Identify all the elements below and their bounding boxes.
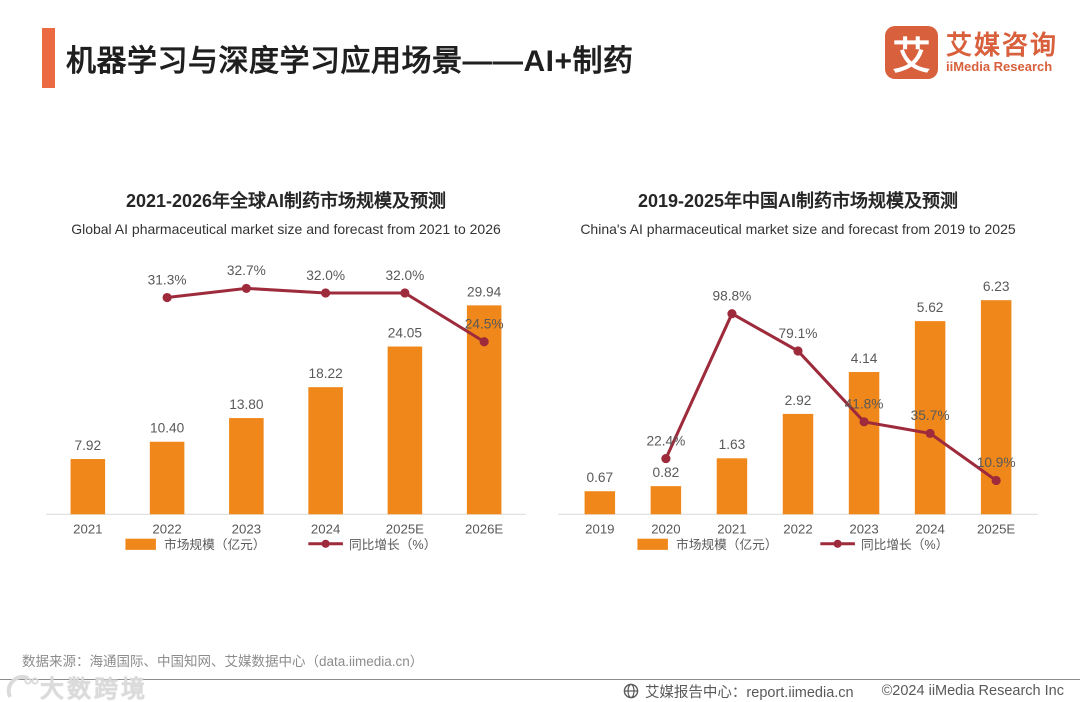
report-center: 艾媒报告中心：report.iimedia.cn xyxy=(623,681,854,702)
copyright-text: ©2024 iiMedia Research Inc xyxy=(881,683,1064,699)
bar-value-labels: 7.92 10.40 13.80 18.22 24.05 29.94 xyxy=(74,284,501,453)
svg-text:2024: 2024 xyxy=(311,522,340,537)
svg-text:98.8%: 98.8% xyxy=(713,288,752,303)
svg-text:10.40: 10.40 xyxy=(150,421,185,436)
globe-icon xyxy=(623,683,639,699)
chart-title: 2021-2026年全球AI制药市场规模及预测 xyxy=(125,191,447,211)
svg-text:0.82: 0.82 xyxy=(653,465,680,480)
bar xyxy=(387,346,423,515)
chart-subtitle: Global AI pharmaceutical market size and… xyxy=(71,221,501,237)
svg-text:24.05: 24.05 xyxy=(388,325,423,340)
footer-bar: 艾媒报告中心：report.iimedia.cn ©2024 iiMedia R… xyxy=(0,679,1080,702)
svg-text:2025E: 2025E xyxy=(386,522,424,537)
svg-text:2019: 2019 xyxy=(585,522,614,537)
svg-text:10.9%: 10.9% xyxy=(977,455,1016,470)
growth-points xyxy=(162,283,489,347)
bar xyxy=(229,418,264,515)
svg-text:2023: 2023 xyxy=(232,522,261,537)
growth-line xyxy=(664,311,998,482)
source-note: 数据来源：海通国际、中国知网、艾媒数据中心（data.iimedia.cn） xyxy=(22,654,424,669)
svg-text:2026E: 2026E xyxy=(465,522,503,537)
watermark-logo-icon xyxy=(6,674,39,698)
report-center-link[interactable]: 艾媒报告中心：report.iimedia.cn xyxy=(644,684,854,701)
svg-text:0.67: 0.67 xyxy=(586,470,613,485)
svg-text:13.80: 13.80 xyxy=(229,397,264,412)
bar xyxy=(308,387,343,515)
growth-points xyxy=(661,309,1001,486)
svg-text:同比增长（%）: 同比增长（%） xyxy=(861,538,948,552)
svg-text:41.8%: 41.8% xyxy=(845,397,884,412)
svg-text:2022: 2022 xyxy=(152,522,181,537)
svg-text:2024: 2024 xyxy=(915,522,944,537)
svg-text:32.7%: 32.7% xyxy=(227,263,266,278)
iimedia-logo-icon: 艾 xyxy=(884,26,938,79)
logo-name-en: iiMedia Research xyxy=(945,59,1053,74)
bar xyxy=(848,372,880,515)
svg-text:2025E: 2025E xyxy=(977,522,1015,537)
x-axis-labels: 2021 2022 2023 2024 2025E 2026E xyxy=(73,522,503,537)
svg-text:29.94: 29.94 xyxy=(467,284,502,299)
svg-text:2021: 2021 xyxy=(73,522,102,537)
svg-text:7.92: 7.92 xyxy=(74,438,101,453)
bar xyxy=(466,305,502,515)
chart-panel-china: 2019-2025年中国AI制药市场规模及预测 China's AI pharm… xyxy=(554,187,1042,558)
legend-bar-swatch xyxy=(637,538,668,550)
x-axis-labels: 2019 2020 2021 2022 2023 2024 2025E xyxy=(585,522,1015,537)
page-title: 机器学习与深度学习应用场景——AI+制药 xyxy=(66,45,634,78)
growth-value-labels: 31.3% 32.7% 32.0% 32.0% 24.5% xyxy=(148,263,504,331)
svg-text:市场规模（亿元）: 市场规模（亿元） xyxy=(676,537,778,552)
bar xyxy=(584,491,616,515)
bar xyxy=(782,413,814,515)
svg-text:2022: 2022 xyxy=(783,522,812,537)
chart-subtitle: China's AI pharmaceutical market size an… xyxy=(580,221,1016,237)
svg-text:6.23: 6.23 xyxy=(983,279,1010,294)
bar-series xyxy=(584,300,1012,515)
svg-text:32.0%: 32.0% xyxy=(306,268,345,283)
bar xyxy=(149,441,185,515)
logo-text: 艾媒咨询 iiMedia Research xyxy=(946,31,1058,74)
svg-text:24.5%: 24.5% xyxy=(465,317,504,332)
svg-text:4.14: 4.14 xyxy=(851,351,878,366)
bar xyxy=(650,486,682,515)
title-accent-bar xyxy=(42,28,55,88)
svg-text:35.7%: 35.7% xyxy=(911,408,950,423)
china-market-chart: 0.67 0.82 1.63 2.92 4.14 5.62 6.23 2019 2020 2021… xyxy=(558,279,1038,552)
bar xyxy=(70,459,106,515)
svg-text:2023: 2023 xyxy=(849,522,878,537)
chart-panel-global: 2021-2026年全球AI制药市场规模及预测 Global AI pharma… xyxy=(42,187,530,558)
chart-legend: 市场规模（亿元） 同比增长（%） xyxy=(125,537,436,552)
bar xyxy=(914,321,946,515)
svg-text:32.0%: 32.0% xyxy=(385,268,424,283)
bar-value-labels: 0.67 0.82 1.63 2.92 4.14 5.62 6.23 xyxy=(586,279,1009,485)
growth-value-labels: 22.4% 98.8% 79.1% 41.8% 35.7% 10.9% xyxy=(646,288,1015,470)
svg-text:同比增长（%）: 同比增长（%） xyxy=(349,538,436,552)
svg-text:1.63: 1.63 xyxy=(719,437,746,452)
bar xyxy=(716,458,748,515)
watermark: 大数跨境 xyxy=(4,669,148,702)
bar-series xyxy=(70,305,502,515)
svg-text:18.22: 18.22 xyxy=(308,366,342,381)
logo-name-cn: 艾媒咨询 xyxy=(945,30,1058,60)
svg-text:79.1%: 79.1% xyxy=(779,326,818,341)
legend-bar-swatch xyxy=(125,538,156,550)
brand-logo: 艾 艾媒咨询 iiMedia Research xyxy=(884,26,1058,79)
svg-text:2021: 2021 xyxy=(717,522,746,537)
chart-legend: 市场规模（亿元） 同比增长（%） xyxy=(637,537,948,552)
svg-text:22.4%: 22.4% xyxy=(646,433,685,448)
charts-row: 2021-2026年全球AI制药市场规模及预测 Global AI pharma… xyxy=(0,187,1080,558)
svg-text:2.92: 2.92 xyxy=(785,393,812,408)
svg-text:市场规模（亿元）: 市场规模（亿元） xyxy=(164,537,265,552)
svg-text:5.62: 5.62 xyxy=(917,300,944,315)
chart-title: 2019-2025年中国AI制药市场规模及预测 xyxy=(637,191,959,211)
watermark-text: 大数跨境 xyxy=(40,676,148,702)
svg-text:31.3%: 31.3% xyxy=(148,272,187,287)
svg-text:2020: 2020 xyxy=(651,522,680,537)
